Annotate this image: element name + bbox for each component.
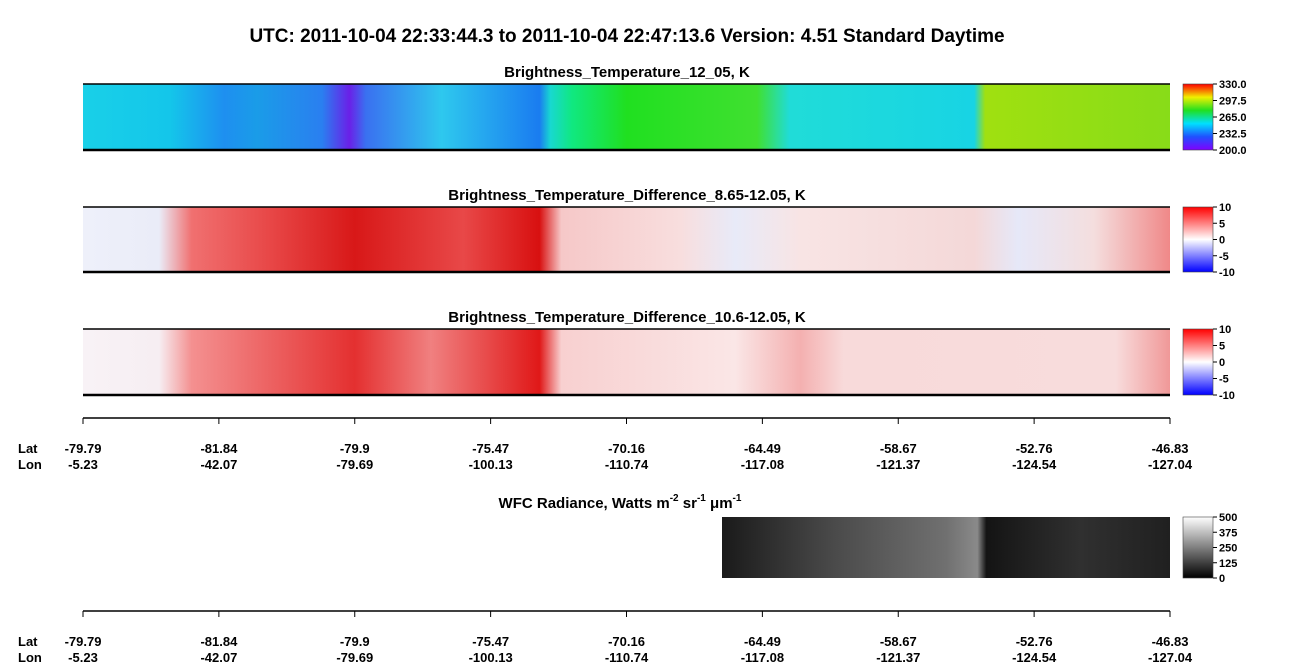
image-strip <box>83 329 1170 395</box>
lat-label: -81.84 <box>200 634 238 649</box>
lon-label: -79.69 <box>336 650 373 665</box>
colorbar-tick-label: 0 <box>1219 573 1225 585</box>
image-strip <box>722 517 1170 578</box>
colorbar-tick-label: 0 <box>1219 357 1225 369</box>
colorbar-tick-label: 5 <box>1219 341 1225 353</box>
lon-label: -42.07 <box>200 650 237 665</box>
colorbar <box>1182 206 1214 273</box>
colorbar-tick-label: 375 <box>1219 527 1237 539</box>
colorbar <box>1182 83 1214 151</box>
axis-label: Lat <box>18 634 38 649</box>
lon-label: -127.04 <box>1148 650 1193 665</box>
lat-label: -79.79 <box>65 441 102 456</box>
title-part: -2 <box>670 493 679 504</box>
lat-label: -75.47 <box>472 441 509 456</box>
lon-label: -124.54 <box>1012 457 1057 472</box>
colorbar-tick-label: 250 <box>1219 543 1237 555</box>
lat-label: -70.16 <box>608 441 645 456</box>
colorbar-tick-label: -10 <box>1219 267 1235 279</box>
lon-label: -117.08 <box>741 457 784 472</box>
panel-title: Brightness_Temperature_12_05, K <box>504 64 750 81</box>
lon-label: -121.37 <box>876 457 920 472</box>
lon-label: -100.13 <box>469 650 513 665</box>
lat-label: -46.83 <box>1152 634 1189 649</box>
panel-title: Brightness_Temperature_Difference_10.6-1… <box>448 309 806 326</box>
lat-label: -58.67 <box>880 634 917 649</box>
title-part: μm <box>706 495 733 512</box>
title-part: sr <box>679 495 698 512</box>
lat-label: -75.47 <box>472 634 509 649</box>
colorbar-tick-label: -10 <box>1219 390 1235 402</box>
lon-label: -110.74 <box>605 457 649 472</box>
colorbar-tick-label: 0 <box>1219 235 1225 247</box>
lon-label: -100.13 <box>469 457 513 472</box>
axis-label: Lat <box>18 441 38 456</box>
lon-label: -124.54 <box>1012 650 1057 665</box>
axis-label: Lon <box>18 650 42 665</box>
lon-label: -121.37 <box>876 650 920 665</box>
lat-label: -81.84 <box>200 441 238 456</box>
colorbar-tick-label: 330.0 <box>1219 79 1247 91</box>
lon-label: -110.74 <box>605 650 649 665</box>
lon-label: -5.23 <box>68 457 98 472</box>
panel-title: WFC Radiance, Watts m-2 sr-1 μm-1 <box>499 493 742 512</box>
colorbar-tick-label: 125 <box>1219 558 1237 570</box>
lat-label: -70.16 <box>608 634 645 649</box>
colorbar-tick-label: 265.0 <box>1219 112 1247 124</box>
image-strip <box>83 84 1170 150</box>
lon-label: -117.08 <box>741 650 784 665</box>
title-part: -1 <box>697 493 706 504</box>
lat-label: -64.49 <box>744 634 781 649</box>
title-part: WFC Radiance, Watts m <box>499 495 670 512</box>
colorbar-tick-label: -5 <box>1219 374 1229 386</box>
lat-label: -79.9 <box>340 441 370 456</box>
colorbar-tick-label: -5 <box>1219 251 1229 263</box>
colorbar <box>1182 328 1214 396</box>
lat-label: -79.79 <box>65 634 102 649</box>
colorbar-tick-label: 297.5 <box>1219 96 1247 108</box>
colorbar <box>1182 516 1214 579</box>
lat-label: -46.83 <box>1152 441 1189 456</box>
colorbar-tick-label: 10 <box>1219 202 1231 214</box>
lat-label: -52.76 <box>1016 634 1053 649</box>
panel-title: Brightness_Temperature_Difference_8.65-1… <box>448 187 806 204</box>
colorbar-tick-label: 200.0 <box>1219 145 1247 157</box>
image-strip <box>83 207 1170 272</box>
colorbar-tick-label: 232.5 <box>1219 129 1247 141</box>
lat-label: -52.76 <box>1016 441 1053 456</box>
colorbar-tick-label: 500 <box>1219 512 1237 524</box>
lon-label: -79.69 <box>336 457 373 472</box>
lat-label: -58.67 <box>880 441 917 456</box>
title: UTC: 2011-10-04 22:33:44.3 to 2011-10-04… <box>249 26 1004 47</box>
lon-label: -127.04 <box>1148 457 1193 472</box>
axis-label: Lon <box>18 457 42 472</box>
lon-label: -5.23 <box>68 650 98 665</box>
lat-label: -64.49 <box>744 441 781 456</box>
colorbar-tick-label: 5 <box>1219 218 1225 230</box>
lon-label: -42.07 <box>200 457 237 472</box>
lat-label: -79.9 <box>340 634 370 649</box>
colorbar-tick-label: 10 <box>1219 324 1231 336</box>
title-part: -1 <box>733 493 742 504</box>
